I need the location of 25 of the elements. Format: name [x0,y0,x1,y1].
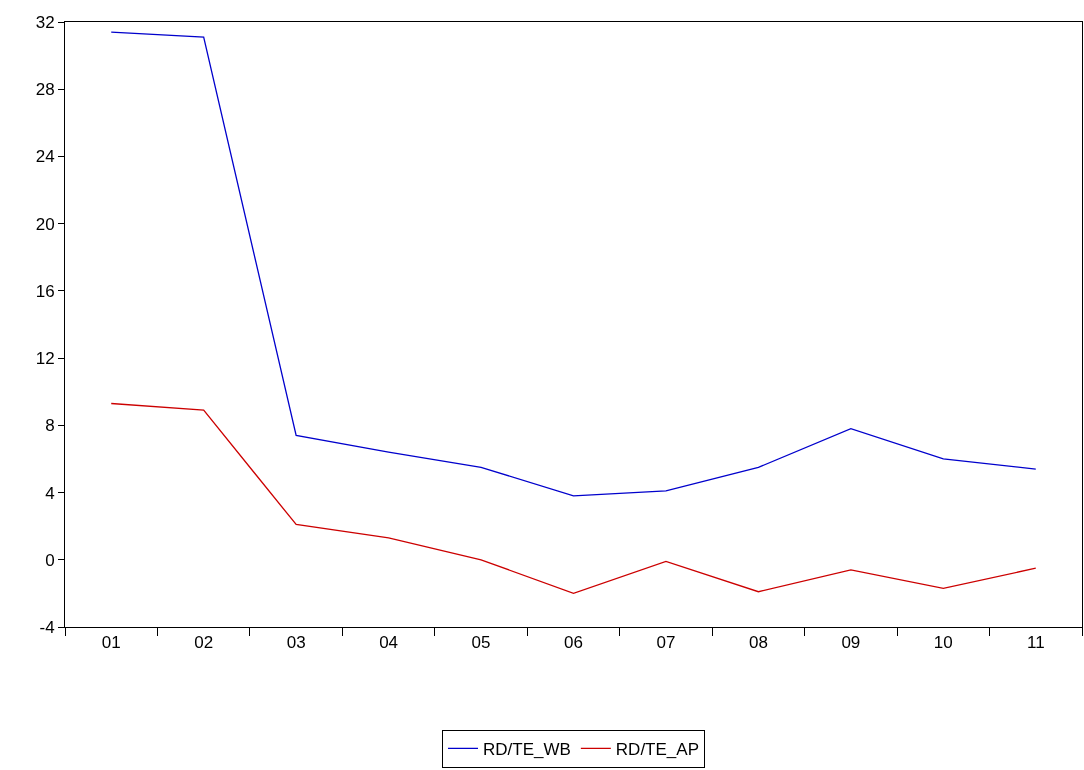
line-series [110,31,1037,497]
y-tick-label: 12 [35,349,55,369]
x-tick-label: 06 [564,633,583,653]
y-tick-label: 32 [35,12,55,32]
x-tick-label: 04 [379,633,399,653]
line-series [110,402,1037,595]
x-tick-label: 03 [286,633,306,653]
y-tick-label: 8 [45,416,55,436]
y-tick-label: 16 [35,281,55,301]
y-tick-label: 0 [45,550,55,570]
x-tick-label: 09 [841,633,861,653]
legend-label: RD/TE_AP [615,740,699,760]
x-tick-label: 05 [471,633,491,653]
y-tick-label: 4 [45,483,55,503]
x-tick-label: 02 [194,633,214,653]
x-tick-label: 10 [933,633,953,653]
y-tick-label: 24 [35,147,55,167]
x-tick-label: 08 [748,633,768,653]
x-tick-label: 11 [1026,633,1045,653]
x-tick-label: 07 [656,633,676,653]
y-tick-label: 20 [35,214,55,234]
y-tick-label: -4 [39,617,55,637]
x-tick-label: 01 [101,633,121,653]
legend-label: RD/TE_WB [483,740,571,760]
y-tick-label: 28 [35,80,55,100]
